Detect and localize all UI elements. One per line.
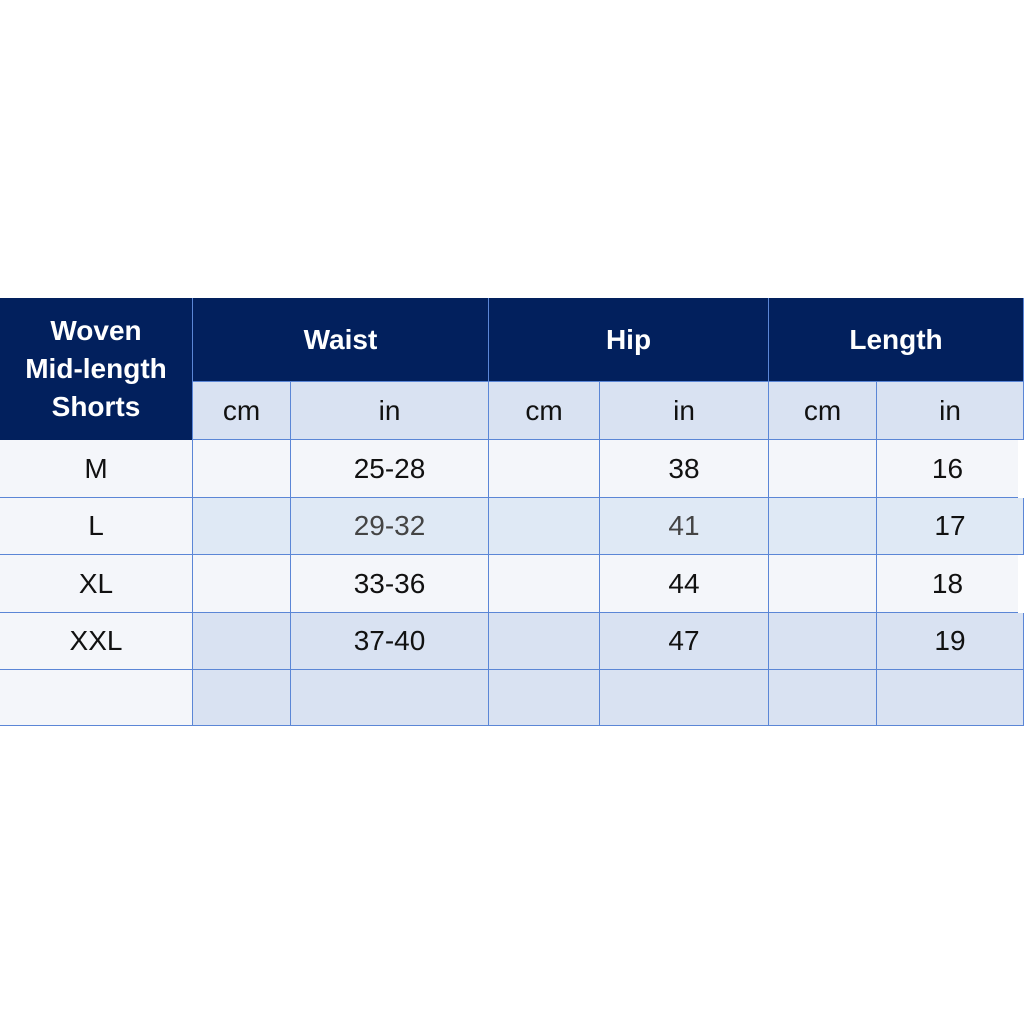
table-cell — [489, 440, 600, 498]
table-cell — [769, 555, 877, 613]
table-cell: 33-36 — [291, 555, 489, 613]
unit-header-cm: cm — [769, 382, 877, 440]
size-label — [0, 670, 193, 726]
unit-header-in: in — [877, 382, 1024, 440]
table-cell: 38 — [600, 440, 769, 498]
table-cell — [193, 613, 291, 670]
table-title: Woven Mid-length Shorts — [0, 298, 193, 440]
table-cell: 37-40 — [291, 613, 489, 670]
size-label: L — [0, 498, 193, 555]
table-cell — [193, 670, 291, 726]
table-cell: 47 — [600, 613, 769, 670]
size-label: M — [0, 440, 193, 498]
table-cell — [877, 670, 1024, 726]
group-header-length: Length — [769, 298, 1024, 382]
table-cell: 18 — [877, 555, 1018, 613]
group-header-hip: Hip — [489, 298, 769, 382]
table-cell — [600, 670, 769, 726]
size-label: XXL — [0, 613, 193, 670]
table-cell — [489, 670, 600, 726]
unit-header-in: in — [291, 382, 489, 440]
unit-header-cm: cm — [489, 382, 600, 440]
table-cell — [769, 670, 877, 726]
table-cell: 25-28 — [291, 440, 489, 498]
table-cell: 44 — [600, 555, 769, 613]
table-cell: 29-32 — [291, 498, 489, 555]
table-cell — [769, 440, 877, 498]
table-cell — [193, 555, 291, 613]
unit-header-cm: cm — [193, 382, 291, 440]
table-cell: 41 — [600, 498, 769, 555]
table-cell: 17 — [877, 498, 1024, 555]
size-label: XL — [0, 555, 193, 613]
table-cell — [489, 498, 600, 555]
table-cell — [193, 498, 291, 555]
table-cell — [769, 498, 877, 555]
table-cell — [489, 555, 600, 613]
table-cell: 16 — [877, 440, 1018, 498]
size-chart-table: Woven Mid-length Shorts Waist Hip Length cm in c… — [0, 298, 1024, 726]
table-cell — [193, 440, 291, 498]
table-cell — [291, 670, 489, 726]
unit-header-in: in — [600, 382, 769, 440]
table-cell: 19 — [877, 613, 1024, 670]
group-header-waist: Waist — [193, 298, 489, 382]
table-cell — [489, 613, 600, 670]
table-cell — [769, 613, 877, 670]
